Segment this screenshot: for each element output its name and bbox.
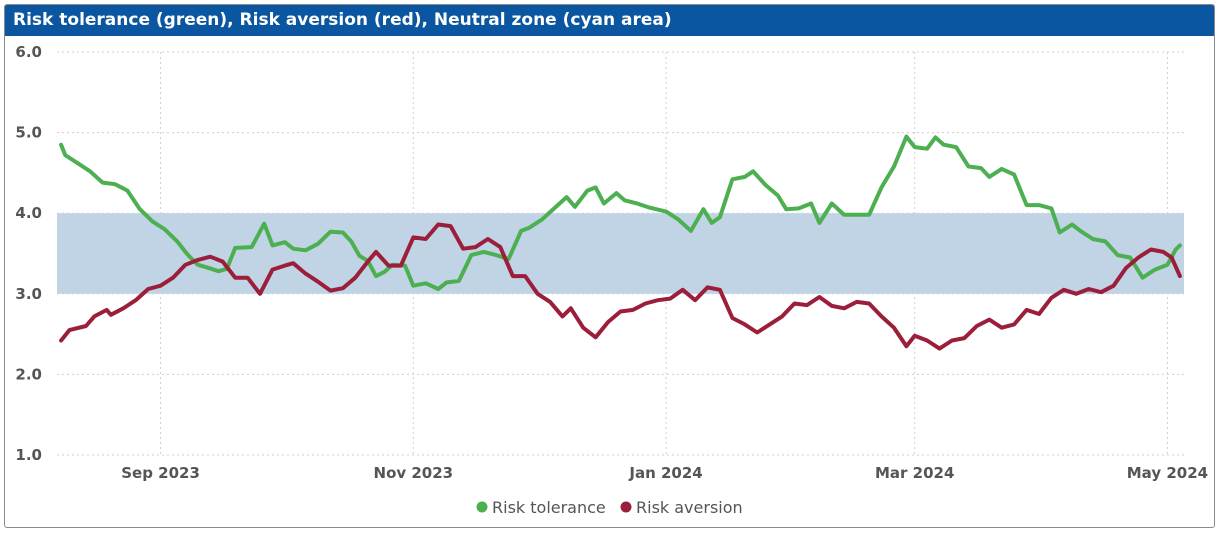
series-lines: [59, 134, 1182, 351]
legend-marker: [476, 501, 488, 513]
x-tick-label: Sep 2023: [121, 464, 200, 482]
y-tick-label: 5.0: [15, 124, 42, 142]
x-tick-label: Nov 2023: [374, 464, 454, 482]
y-tick-label: 1.0: [15, 446, 42, 464]
y-tick-label: 4.0: [15, 204, 42, 222]
y-axis-ticks: 6.0 5.0 4.0 3.0 2.0 1.0: [15, 43, 42, 464]
series-line-risk-tolerance: [59, 134, 1182, 291]
chart-frame: Risk tolerance (green), Risk aversion (r…: [4, 4, 1215, 528]
x-tick-label: Mar 2024: [875, 464, 954, 482]
x-tick-label: Jan 2024: [628, 464, 702, 482]
legend-marker: [620, 501, 632, 513]
legend-label: Risk aversion: [636, 498, 743, 517]
legend-item-risk-tolerance: Risk tolerance: [476, 498, 606, 517]
series-line-risk-aversion: [59, 222, 1182, 351]
legend: Risk tolerance Risk aversion: [476, 498, 743, 517]
legend-item-risk-aversion: Risk aversion: [620, 498, 743, 517]
legend-label: Risk tolerance: [492, 498, 606, 517]
neutral-zone-area: [57, 213, 1184, 294]
x-axis-ticks: Sep 2023 Nov 2023 Jan 2024 Mar 2024 May 2024: [121, 464, 1208, 482]
y-tick-label: 6.0: [15, 43, 42, 61]
y-tick-label: 2.0: [15, 365, 42, 383]
chart-title: Risk tolerance (green), Risk aversion (r…: [5, 5, 1214, 36]
y-tick-label: 3.0: [15, 285, 42, 303]
x-tick-label: May 2024: [1127, 464, 1208, 482]
